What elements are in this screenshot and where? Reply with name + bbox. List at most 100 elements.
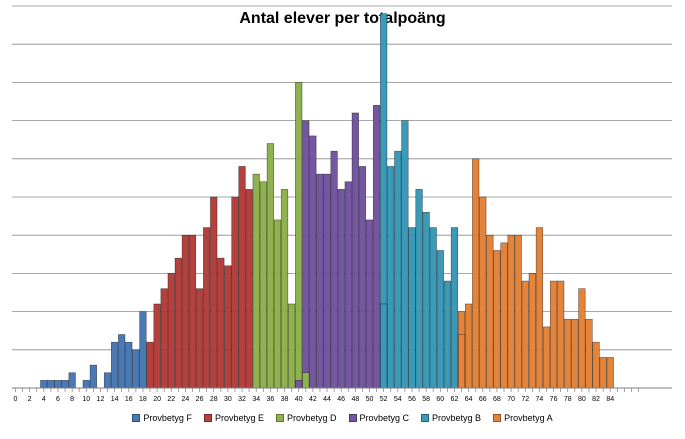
x-tick-label: 14 [111,396,119,403]
bar-F-4 [40,380,48,389]
bar-F-7 [61,380,69,389]
legend-item-B: Provbetyg B [421,413,481,423]
bar-D-40 [295,82,303,389]
x-tick-label: 24 [182,396,190,403]
x-tick-label: 2 [28,396,32,403]
bar-C-49 [358,166,367,389]
bar-C-42 [309,135,317,389]
x-tick-label: 36 [266,396,274,403]
bar-B-57 [415,189,423,389]
x-tick-label: 10 [82,396,90,403]
bar-F-13 [103,372,112,389]
legend-item-E: Provbetyg E [203,413,264,423]
bar-E-32 [238,166,246,389]
bar-A-72 [521,280,529,389]
bar-E-23 [174,257,182,389]
bar-C-41 [302,120,310,389]
legend-item-A: Provbetyg A [493,413,553,423]
legend-swatch-C [348,414,357,422]
x-tick-label: 46 [337,396,345,403]
x-tick-label: 54 [394,396,402,403]
overlay-bar-B-52 [380,303,388,389]
bar-A-75 [542,326,551,389]
bars [40,13,614,389]
legend-swatch-F [132,414,141,422]
legend-label-E: Provbetyg E [214,413,264,423]
bar-C-43 [316,173,324,389]
x-tick-label: 56 [408,396,416,403]
bar-B-61 [443,280,451,389]
overlay-bar-D-41 [302,372,310,389]
bar-F-18 [139,311,147,389]
bar-E-19 [146,341,154,389]
legend-label-A: Provbetyg A [504,413,553,423]
x-tick-label: 28 [210,396,218,403]
bar-A-68 [493,250,501,389]
x-tick-label: 50 [366,396,374,403]
overlay-bar-A-63 [457,334,466,389]
chart-title: Antal elever per totalpoäng [239,10,446,27]
bar-A-70 [507,234,515,389]
bar-B-60 [436,250,444,389]
bar-B-56 [408,227,416,389]
bar-D-36 [266,143,274,389]
bar-A-66 [479,196,487,389]
bar-E-29 [217,257,225,389]
x-tick-label: 72 [521,396,529,403]
bar-C-44 [323,173,331,389]
bar-B-58 [422,211,430,389]
overlay-bar-C-40 [295,380,303,389]
legend: Provbetyg F Provbetyg E Provbetyg D Provbet… [0,413,685,423]
bar-B-53 [387,166,395,389]
bar-A-80 [578,288,586,389]
bar-E-26 [195,288,204,389]
legend-label-C: Provbetyg C [359,413,410,423]
x-tick-label: 38 [281,396,289,403]
legend-label-B: Provbetyg B [432,413,482,423]
bar-E-31 [231,196,239,389]
x-tick-label: 16 [125,396,133,403]
bar-E-25 [188,234,197,389]
x-tick-label: 68 [493,396,501,403]
bar-E-22 [167,273,175,389]
x-tick-label: 6 [56,396,60,403]
bar-D-35 [259,181,267,389]
bar-A-71 [514,234,522,389]
bar-A-78 [564,318,572,389]
x-tick-label: 64 [465,396,473,403]
x-tick-label: 22 [167,396,175,403]
bar-D-38 [280,189,289,389]
bar-B-59 [429,227,437,389]
bar-F-15 [118,334,126,389]
x-tick-label: 82 [592,396,600,403]
x-tick-label: 60 [436,396,444,403]
x-tick-label: 52 [380,396,388,403]
x-tick-label: 0 [14,396,18,403]
legend-label-F: Provbetyg F [143,413,192,423]
legend-item-C: Provbetyg C [348,413,410,423]
bar-A-69 [500,242,508,389]
bar-F-17 [132,349,140,389]
bar-E-20 [153,303,161,389]
legend-item-D: Provbetyg D [275,413,337,423]
bar-A-79 [571,318,579,389]
x-tick-label: 42 [309,396,317,403]
x-axis: 0 2 4 6 8 10 12 14 16 18 20 22 24 26 28 30 32 34 36 38 40 42 4… [12,387,672,403]
x-tick-label: 80 [578,396,586,403]
bar-F-10 [82,380,90,389]
x-tick-label: 30 [224,396,232,403]
x-tick-label: 62 [451,396,459,403]
x-tick-label: 76 [550,396,558,403]
bar-C-47 [344,181,352,389]
bar-F-14 [111,341,119,389]
bar-D-39 [288,303,296,389]
bar-C-46 [337,189,345,389]
bar-E-24 [181,234,190,389]
bar-A-76 [549,280,558,389]
bar-F-16 [125,341,133,389]
x-tick-label: 74 [536,396,544,403]
bar-E-27 [203,227,211,389]
legend-swatch-B [421,414,430,422]
legend-swatch-E [203,414,212,422]
